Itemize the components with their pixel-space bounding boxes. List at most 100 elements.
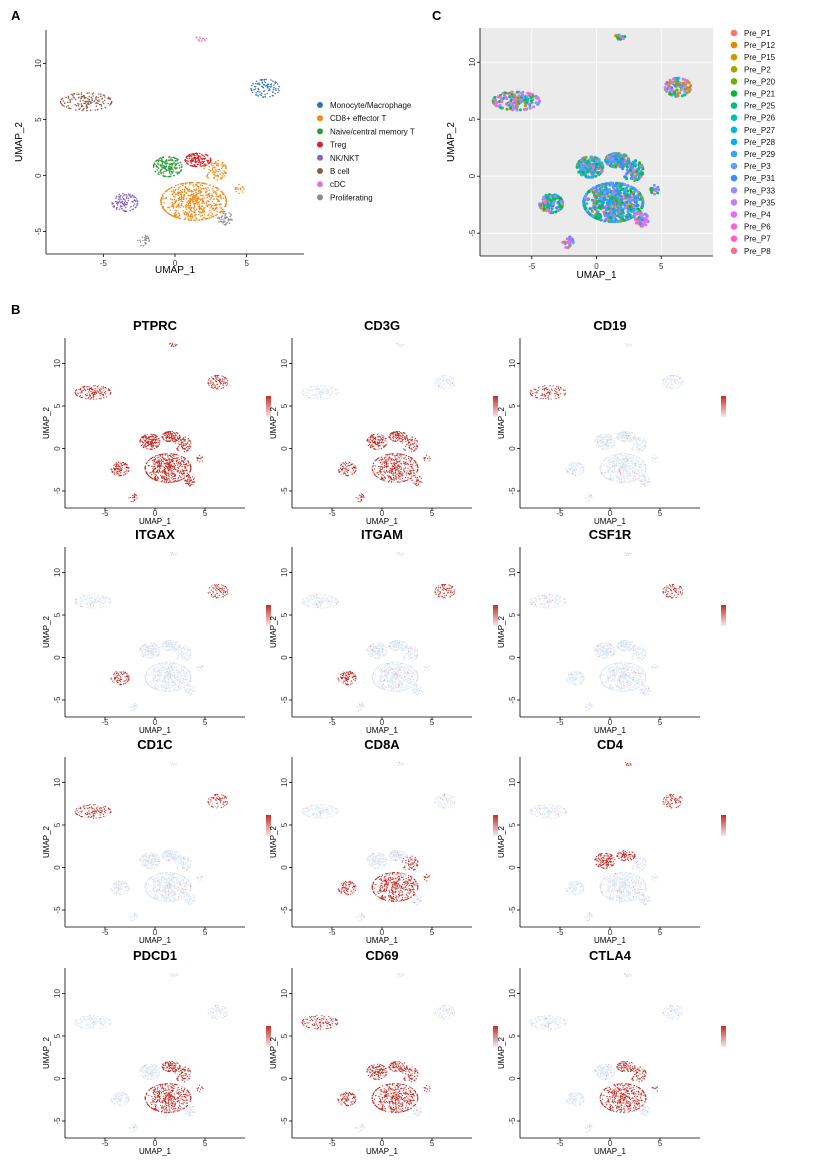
data-point [162, 194, 164, 196]
data-point [177, 204, 180, 207]
data-point [95, 398, 97, 400]
data-point [628, 195, 632, 199]
data-point [164, 433, 166, 435]
data-point [227, 380, 229, 382]
data-point [155, 477, 157, 479]
data-point [197, 187, 200, 189]
data-point [209, 184, 211, 186]
data-point [563, 242, 567, 246]
data-point [201, 460, 203, 462]
data-point [198, 207, 201, 210]
data-point [127, 199, 130, 202]
data-point [675, 88, 679, 92]
legend-swatch [730, 102, 738, 109]
data-point [172, 455, 174, 457]
data-point [159, 460, 161, 462]
data-point [189, 440, 191, 442]
data-point [171, 481, 173, 483]
data-point [263, 78, 266, 81]
y-tick-label: 10 [53, 359, 62, 368]
data-point [181, 468, 183, 471]
data-point [548, 194, 552, 198]
data-point [180, 467, 182, 469]
data-point [225, 167, 228, 170]
data-point [261, 78, 263, 81]
data-point [617, 211, 621, 215]
data-point [90, 397, 92, 400]
data-point [209, 207, 211, 209]
data-point [276, 83, 279, 85]
data-point [163, 165, 166, 167]
data-point [169, 460, 171, 462]
data-point [187, 218, 190, 220]
data-point [81, 386, 84, 388]
data-point [158, 459, 160, 461]
data-point [164, 432, 166, 434]
x-tick-label: 0 [594, 262, 599, 271]
data-point [196, 197, 199, 199]
data-point [162, 196, 164, 198]
data-point [618, 37, 622, 41]
data-point [619, 160, 623, 164]
data-point [177, 432, 179, 434]
data-point [95, 105, 98, 108]
data-point [439, 381, 441, 384]
data-point [241, 191, 244, 193]
data-point [165, 189, 168, 192]
data-point [176, 467, 178, 470]
data-point [269, 95, 271, 98]
data-point [65, 96, 67, 99]
data-point [188, 444, 190, 446]
data-point [611, 201, 615, 205]
data-point [271, 94, 274, 97]
data-point [98, 391, 100, 393]
data-point [173, 432, 175, 434]
data-point [614, 34, 618, 38]
data-point [149, 448, 152, 450]
data-point [189, 204, 192, 207]
data-point [164, 473, 167, 475]
data-point [178, 441, 180, 443]
data-point [214, 386, 216, 389]
data-point [194, 214, 196, 216]
data-point [522, 107, 526, 111]
data-point [614, 208, 618, 212]
data-point [172, 434, 174, 436]
data-point [120, 204, 122, 207]
data-point [173, 462, 175, 464]
data-point [157, 477, 159, 479]
data-point [224, 385, 226, 387]
data-point [169, 169, 172, 171]
data-point [594, 174, 598, 178]
data-point [196, 184, 198, 186]
data-point [120, 198, 122, 201]
data-point [199, 194, 202, 197]
data-point [628, 200, 632, 204]
data-point [649, 186, 653, 190]
data-point [443, 376, 445, 378]
data-point [197, 190, 200, 193]
data-point [624, 196, 628, 200]
data-point [154, 170, 157, 173]
data-point [82, 389, 84, 392]
data-point [499, 106, 503, 110]
data-point [144, 234, 147, 237]
legend-swatch [317, 102, 323, 108]
data-point [90, 96, 92, 99]
data-point [251, 91, 254, 93]
data-point [199, 189, 201, 191]
data-point [160, 157, 162, 159]
data-point [190, 479, 192, 481]
data-point [668, 78, 672, 82]
data-point [218, 378, 221, 380]
data-point [597, 158, 601, 162]
legend-label: CD8+ effector T [330, 114, 387, 123]
data-point [180, 161, 182, 164]
data-point [184, 217, 187, 219]
data-point [209, 203, 212, 205]
data-point [616, 208, 620, 212]
data-point [195, 197, 198, 200]
data-point [175, 345, 177, 347]
data-point [198, 40, 200, 42]
data-point [79, 107, 81, 110]
